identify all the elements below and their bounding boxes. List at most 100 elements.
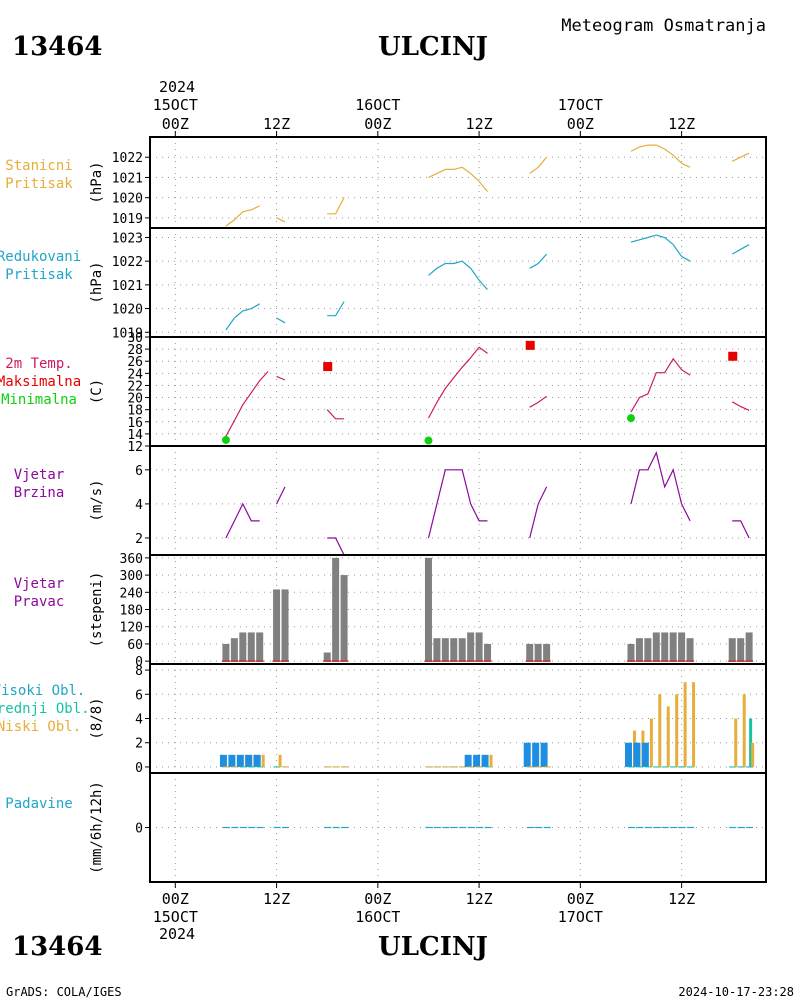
hour-label-top: 00Z: [162, 115, 189, 133]
min-temp-marker: [424, 436, 433, 445]
y-axis-label: (mm/6h/12h): [89, 781, 105, 874]
wind-direction-bar: [627, 643, 635, 662]
wind-direction-bar: [247, 632, 255, 662]
wind-direction-bar: [273, 589, 281, 662]
wind-direction-bar: [340, 575, 348, 662]
y-tick-label: 1021: [112, 279, 143, 294]
y-axis-label: (C): [89, 379, 105, 404]
cloud-bar: [742, 694, 746, 767]
wind-direction-bar: [661, 632, 669, 662]
panel-label: Vjetar: [14, 576, 65, 592]
y-tick-label: 28: [127, 343, 143, 358]
panel-label: Niski Obl.: [0, 719, 81, 735]
y-tick-label: 1019: [112, 212, 143, 227]
cloud-bar: [540, 742, 548, 767]
wind-direction-bar: [239, 632, 247, 662]
series-line-segment: [327, 197, 345, 215]
panel-frame: [149, 772, 767, 883]
cloud-bar: [278, 754, 282, 767]
y-axis-label: (hPa): [89, 161, 105, 203]
cloud-bar: [683, 682, 687, 767]
year-label-top: 2024: [159, 78, 195, 96]
series-line-segment: [225, 502, 260, 539]
hour-label-top: 12Z: [263, 115, 290, 133]
panel-label: Padavine: [5, 796, 72, 812]
panel-label: Pritisak: [5, 267, 73, 283]
y-tick-label: 120: [120, 621, 143, 636]
timestamp-text: 2024-10-17-23:28: [678, 985, 794, 999]
wind-direction-bar: [652, 632, 660, 662]
y-tick-label: 20: [127, 392, 143, 407]
y-tick-label: 22: [127, 379, 143, 394]
y-tick-label: 8: [135, 664, 143, 679]
max-temp-marker: [323, 362, 333, 372]
y-tick-label: 12: [127, 440, 143, 455]
series-line-segment: [529, 395, 547, 408]
panel-label: Minimalna: [1, 392, 77, 408]
panel-precipitation: 0 (mm/6h/12h) Padavine: [5, 772, 767, 883]
y-tick-label: 18: [127, 404, 143, 419]
y-tick-label: 0: [135, 655, 143, 670]
series-line-segment: [630, 451, 691, 522]
y-axis-label: (hPa): [89, 261, 105, 303]
series-line-segment: [529, 156, 548, 174]
panel-wind_direction: 0 60 120 180 240 300 360 (stepeni) Vjetar Pravac: [14, 552, 767, 670]
y-tick-label: 0: [135, 822, 143, 837]
y-axis-label: (8/8): [89, 697, 105, 739]
max-temp-marker: [728, 351, 738, 361]
station-name-top: ULCINJ: [378, 32, 488, 62]
wind-direction-bar: [678, 632, 686, 662]
y-tick-label: 1023: [112, 231, 143, 246]
panels-group: 1019102010211022(hPa)StanicniPritisak101…: [0, 96, 767, 926]
series-line-segment: [428, 260, 488, 290]
series-line-segment: [732, 520, 750, 539]
wind-direction-bar: [424, 557, 432, 662]
cloud-bar: [261, 754, 265, 767]
series-line-segment: [630, 144, 691, 168]
wind-direction-bar: [475, 632, 483, 662]
y-tick-label: 30: [127, 331, 143, 346]
day-label-top: 15OCT: [153, 96, 198, 114]
wind-direction-bar: [450, 638, 458, 662]
panel-frame: [149, 445, 767, 556]
cloud-bar: [253, 754, 261, 767]
cloud-bar: [658, 694, 662, 767]
cloud-bar: [734, 718, 738, 767]
series-line-segment: [529, 253, 548, 269]
y-tick-label: 24: [127, 367, 143, 382]
wind-direction-bar: [256, 632, 264, 662]
series-line-segment: [731, 244, 750, 255]
wind-direction-bar: [635, 638, 643, 662]
product-title: Meteogram Osmatranja: [561, 16, 766, 36]
series-line-segment: [276, 217, 286, 223]
panel-label: Pritisak: [5, 176, 73, 192]
cloud-bar: [228, 754, 236, 767]
cloud-bar: [649, 718, 653, 767]
series-line-segment: [276, 375, 286, 381]
series-line-segment: [225, 371, 269, 437]
y-tick-label: 360: [120, 552, 143, 567]
y-axis-label: (stepeni): [89, 572, 105, 648]
wind-direction-bar: [644, 638, 652, 662]
station-id-top: 13464: [12, 32, 102, 62]
y-tick-label: 14: [127, 428, 143, 443]
max-temp-marker: [525, 340, 535, 350]
y-tick-label: 26: [127, 355, 143, 370]
y-tick-label: 1022: [112, 151, 143, 166]
cloud-bar: [523, 742, 531, 767]
cloud-bar: [751, 742, 755, 767]
panel-label: Stanicni: [5, 158, 72, 174]
panel-frame: [149, 136, 767, 229]
wind-direction-bar: [467, 632, 475, 662]
station-id-bottom: 13464: [12, 932, 102, 962]
station-name-bottom: ULCINJ: [378, 932, 488, 962]
y-tick-label: 4: [135, 498, 143, 513]
cloud-bar: [749, 718, 753, 767]
panel-label: Srednji Obl.: [0, 701, 90, 717]
y-tick-label: 1021: [112, 171, 143, 186]
series-line-segment: [731, 401, 750, 411]
y-tick-label: 6: [135, 464, 143, 479]
series-line-segment: [427, 346, 488, 419]
